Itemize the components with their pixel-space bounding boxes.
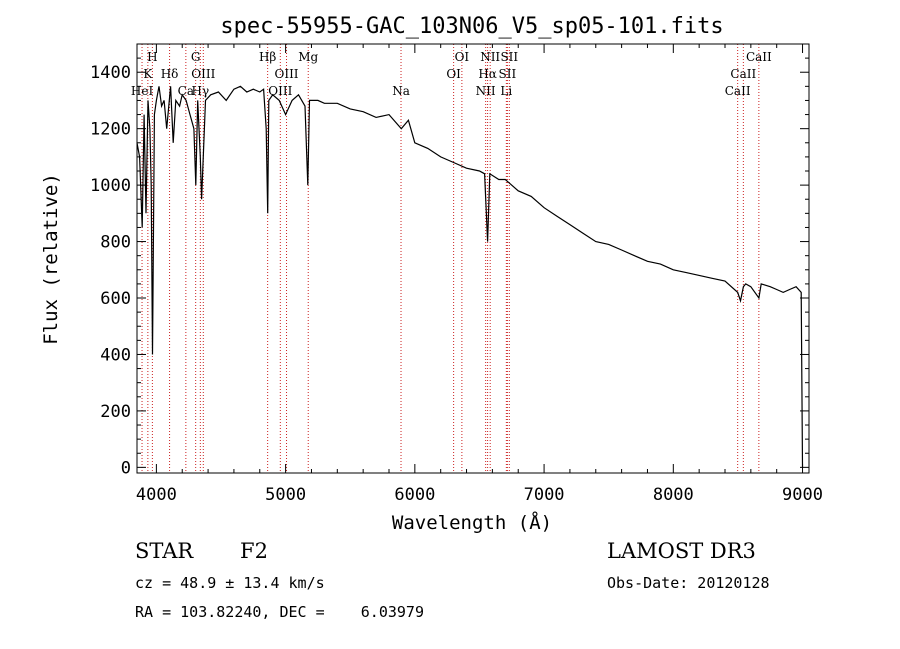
object-type: STAR <box>135 539 194 563</box>
line-label-1: K <box>143 67 153 81</box>
subclass: F2 <box>240 539 268 563</box>
line-label-21: CaII <box>725 84 751 98</box>
x-tick-label-4: 8000 <box>653 485 694 505</box>
x-tick-label-0: 4000 <box>136 485 177 505</box>
line-label-5: G <box>191 50 201 64</box>
observation-date: Obs-Date: 20120128 <box>607 574 770 592</box>
plot-frame <box>136 43 810 474</box>
spectrum-line <box>136 85 804 468</box>
line-label-16: Hα <box>478 67 497 81</box>
line-label-13: OI <box>446 67 461 81</box>
y-tick-label-6: 1200 <box>90 120 131 140</box>
line-label-2: H <box>147 50 157 64</box>
line-label-0: HeI <box>131 84 154 98</box>
line-label-23: CaII <box>746 50 772 64</box>
y-tick-label-2: 400 <box>100 345 131 365</box>
survey-name: LAMOST DR3 <box>607 539 756 563</box>
line-label-9: OIII <box>268 84 292 98</box>
chart-title: spec-55955-GAC_103N06_V5_sp05-101.fits <box>220 14 723 39</box>
line-label-20: SII <box>500 50 518 64</box>
line-label-14: OI <box>455 50 470 64</box>
x-tick-label-5: 9000 <box>782 485 823 505</box>
y-tick-label-5: 1000 <box>90 176 131 196</box>
redshift-velocity: cz = 48.9 ± 13.4 km/s <box>135 574 325 592</box>
x-axis-label: Wavelength (Å) <box>392 511 552 534</box>
y-tick-label-4: 800 <box>100 233 131 253</box>
y-axis-ticks: 0 200 400 600 800 1000 1200 1400 <box>90 57 809 478</box>
x-tick-label-3: 7000 <box>524 485 565 505</box>
y-axis-label: Flux (relative) <box>40 173 62 345</box>
line-label-8: Hβ <box>259 50 276 64</box>
y-tick-label-7: 1400 <box>90 63 131 83</box>
line-label-15: NII <box>476 84 496 98</box>
line-label-19: SII <box>499 67 517 81</box>
coordinates: RA = 103.82240, DEC = 6.03979 <box>135 603 424 621</box>
spectral-line-labels: HeIKHHδCaGHγOIIIHβOIIIOIIIMgNaOIOINIIHαN… <box>131 50 772 98</box>
line-label-17: NII <box>480 50 500 64</box>
x-tick-label-1: 5000 <box>265 485 306 505</box>
y-tick-label-3: 600 <box>100 289 131 309</box>
y-tick-label-0: 0 <box>121 458 131 478</box>
line-label-12: Na <box>392 84 410 98</box>
spectral-line-markers <box>141 44 760 473</box>
y-tick-label-1: 200 <box>100 402 131 422</box>
line-label-18: Li <box>500 84 512 98</box>
line-label-10: OIII <box>274 67 298 81</box>
line-label-6: Hγ <box>192 84 210 98</box>
x-tick-label-2: 6000 <box>394 485 435 505</box>
line-label-11: Mg <box>298 50 318 64</box>
line-label-22: CaII <box>730 67 756 81</box>
line-label-7: OIII <box>191 67 215 81</box>
line-label-3: Hδ <box>161 67 179 81</box>
x-axis-ticks: 4000 5000 6000 7000 8000 9000 <box>136 44 823 505</box>
